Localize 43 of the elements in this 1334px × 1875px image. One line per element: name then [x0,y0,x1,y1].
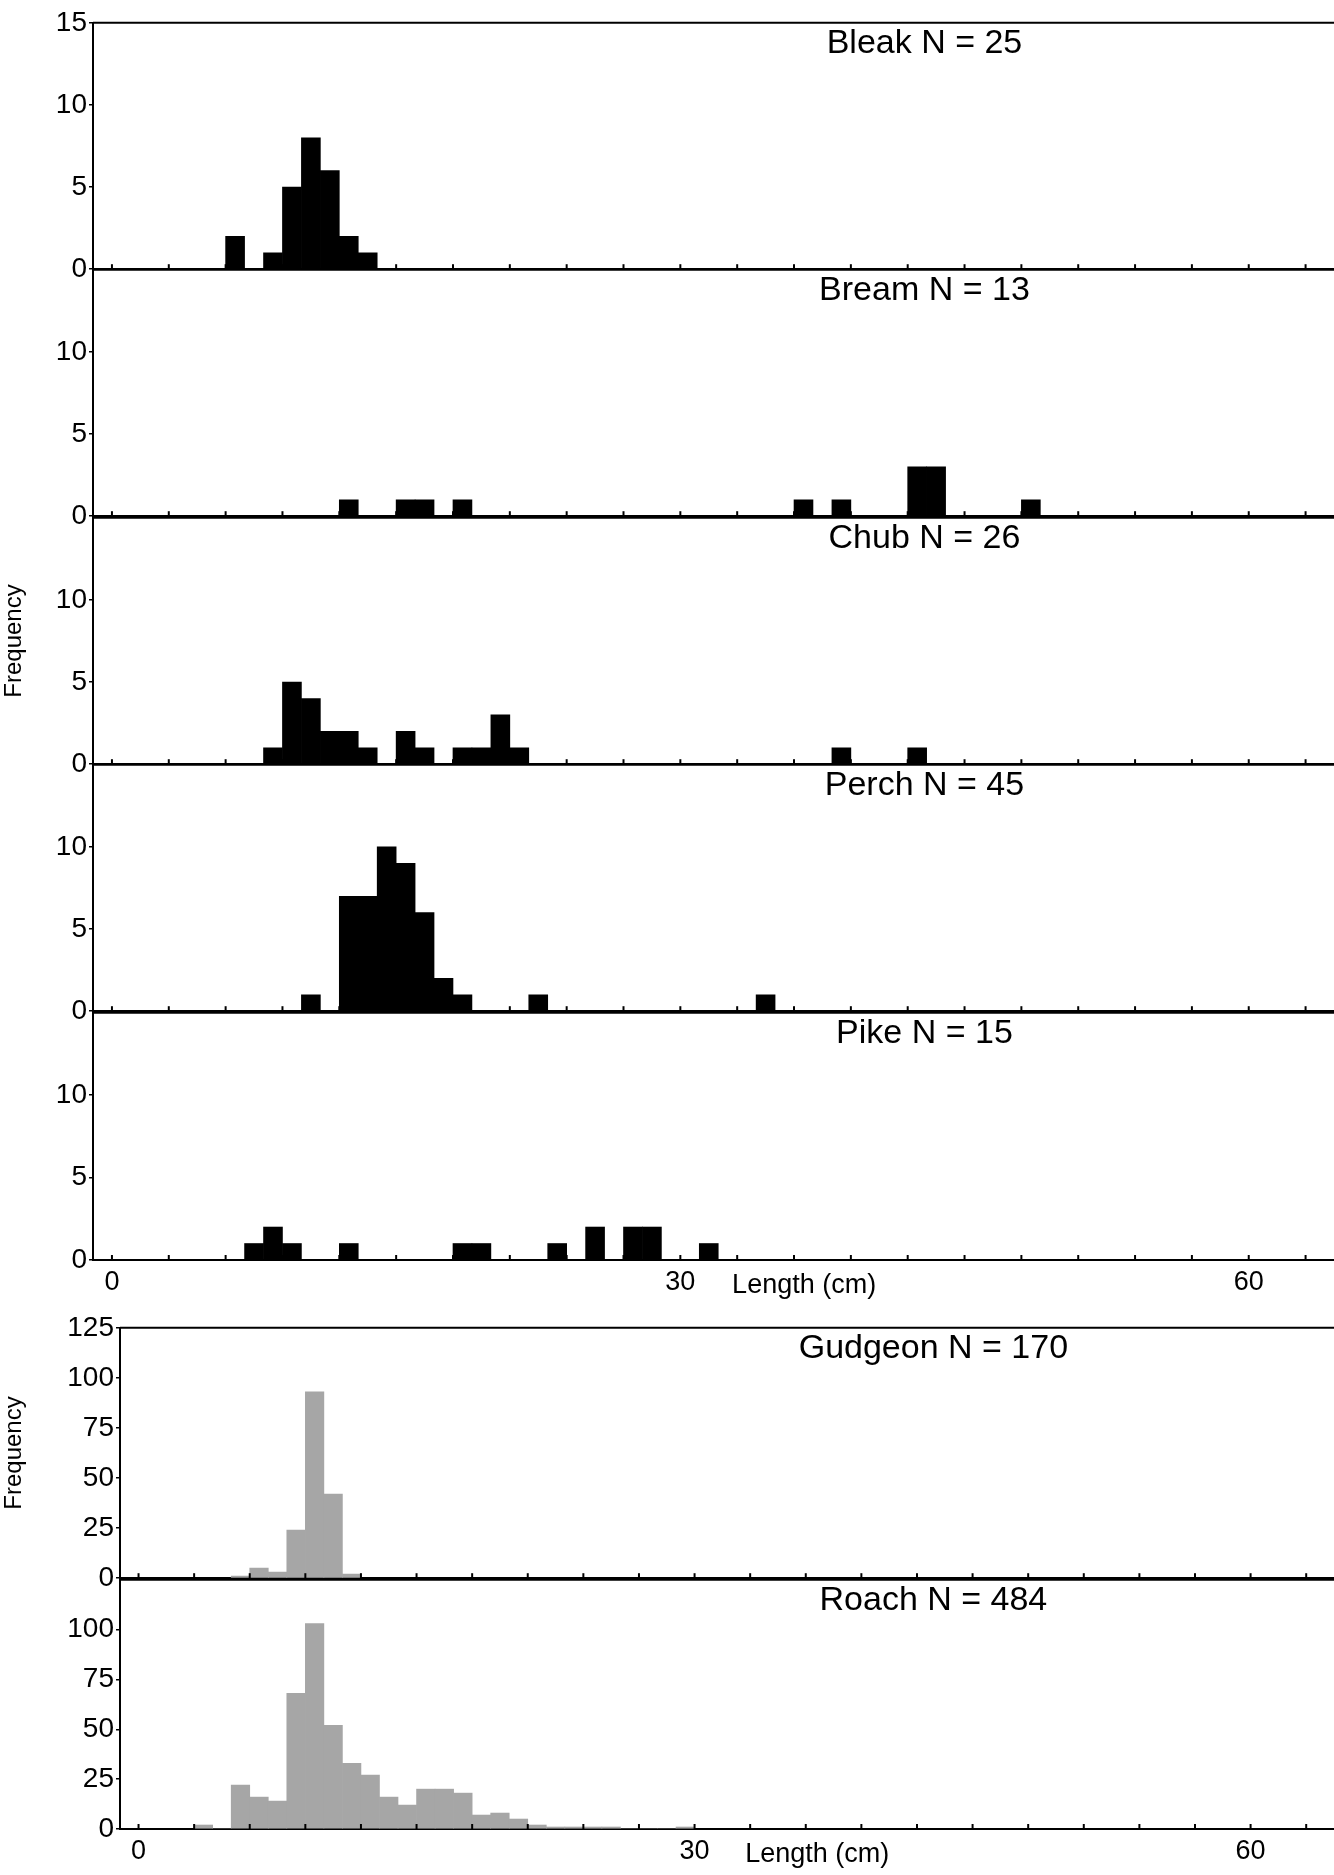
y-tick-label: 100 [67,1612,114,1644]
y-tick-label: 125 [67,1310,114,1342]
y-tick-label: 0 [71,498,87,530]
y-tick-label: 5 [71,664,87,696]
y-tick-label: 0 [71,993,87,1025]
y-tick-label: 25 [82,1761,114,1793]
y-tick-label: 10 [55,582,87,614]
y-tick-label: 5 [71,169,87,201]
y-tick-label: 0 [71,1242,87,1274]
y-tick-label: 5 [71,911,87,943]
x-tick-label: 30 [665,1265,696,1296]
y-tick-label: 10 [55,1077,87,1109]
x-tick-label: 60 [1233,1265,1264,1296]
y-tick-label: 5 [71,1159,87,1191]
x-tick-label: 30 [679,1834,710,1865]
y-tick-label: 50 [82,1712,114,1744]
y-tick-label: 75 [82,1662,114,1694]
y-tick-label: 0 [71,251,87,283]
chart-title: Pike N = 15 [836,1011,1013,1050]
y-tick-label: 15 [55,5,87,37]
chart-title: Chub N = 26 [828,516,1021,555]
chart-title: Bream N = 13 [819,269,1030,308]
chart-title: Perch N = 45 [824,764,1025,803]
x-axis-title: Length (cm) [745,1837,890,1868]
y-tick-label: 100 [67,1360,114,1392]
x-tick-label: 0 [131,1834,147,1865]
chart-title: Gudgeon N = 170 [798,1327,1069,1366]
y-axis-title: Frequency [0,1396,27,1510]
x-tick-label: 60 [1235,1834,1266,1865]
y-tick-label: 50 [82,1460,114,1492]
y-tick-label: 0 [71,746,87,778]
y-tick-label: 10 [55,334,87,366]
y-tick-label: 25 [82,1510,114,1542]
y-tick-label: 0 [98,1560,114,1592]
y-axis-title: Frequency [0,583,27,698]
chart-title: Roach N = 484 [819,1579,1048,1618]
y-tick-label: 75 [82,1410,114,1442]
y-tick-label: 10 [55,87,87,119]
y-tick-label: 5 [71,416,87,448]
y-tick-label: 10 [55,829,87,861]
x-axis-title: Length (cm) [732,1268,877,1299]
chart-title: Bleak N = 25 [826,21,1023,60]
y-tick-label: 0 [98,1811,114,1843]
